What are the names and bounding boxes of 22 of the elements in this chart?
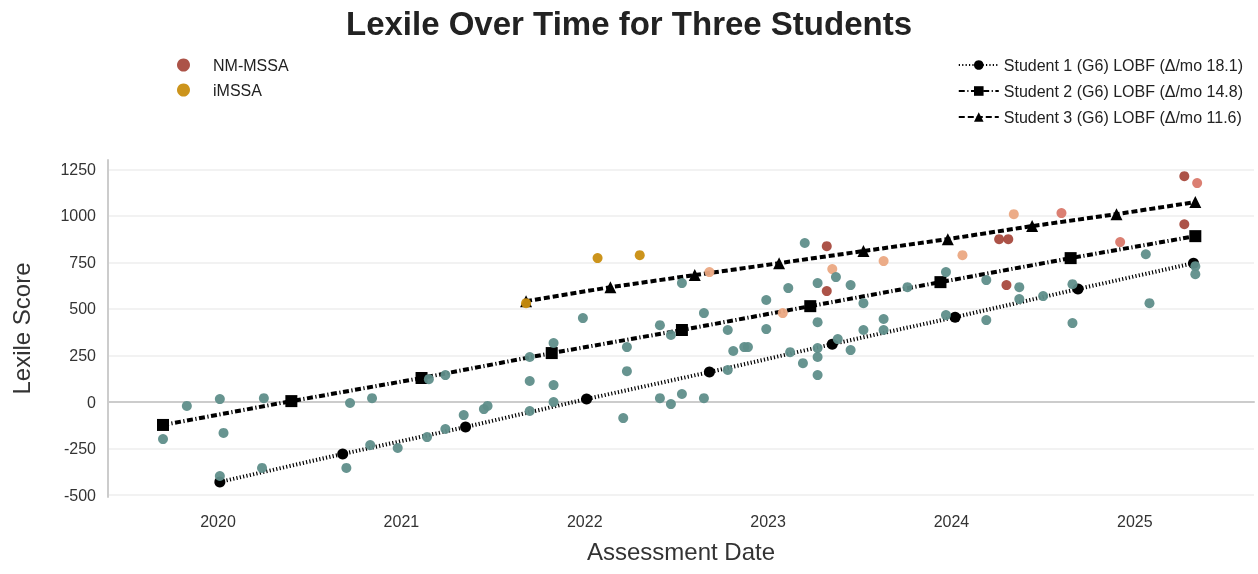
y-tick-label: 250 [69, 347, 97, 364]
y-axis-title: Lexile Score [7, 262, 35, 395]
y-tick-label: 0 [87, 393, 97, 411]
legend-label: iMSSA [213, 81, 263, 99]
legend-label: NM-MSSA [213, 56, 289, 74]
x-tick-label: 2025 [1117, 512, 1153, 530]
y-tick-label: -500 [63, 486, 97, 504]
y-tick-label: 500 [69, 300, 97, 318]
y-tick-label: 1250 [60, 160, 97, 178]
x-tick-label: 2020 [200, 512, 236, 530]
legend-label: Student 3 (G6) LOBF (Δ/mo 11.6) [1003, 108, 1242, 126]
y-tick-label: -250 [63, 440, 97, 458]
legend-label: Student 2 (G6) LOBF (Δ/mo 14.8) [1003, 82, 1244, 100]
y-tick-label: 750 [69, 253, 97, 271]
chart-title: Lexile Over Time for Three Students [345, 5, 913, 42]
legend-label: Student 1 (G6) LOBF (Δ/mo 18.1) [1003, 56, 1244, 74]
x-tick-label: 2021 [383, 512, 420, 530]
x-tick-label: 2022 [566, 512, 603, 530]
x-tick-label: 2024 [933, 512, 970, 530]
x-tick-label: 2023 [750, 512, 786, 530]
x-axis-title: Assessment Date [586, 537, 776, 565]
y-tick-label: 1000 [60, 207, 97, 225]
